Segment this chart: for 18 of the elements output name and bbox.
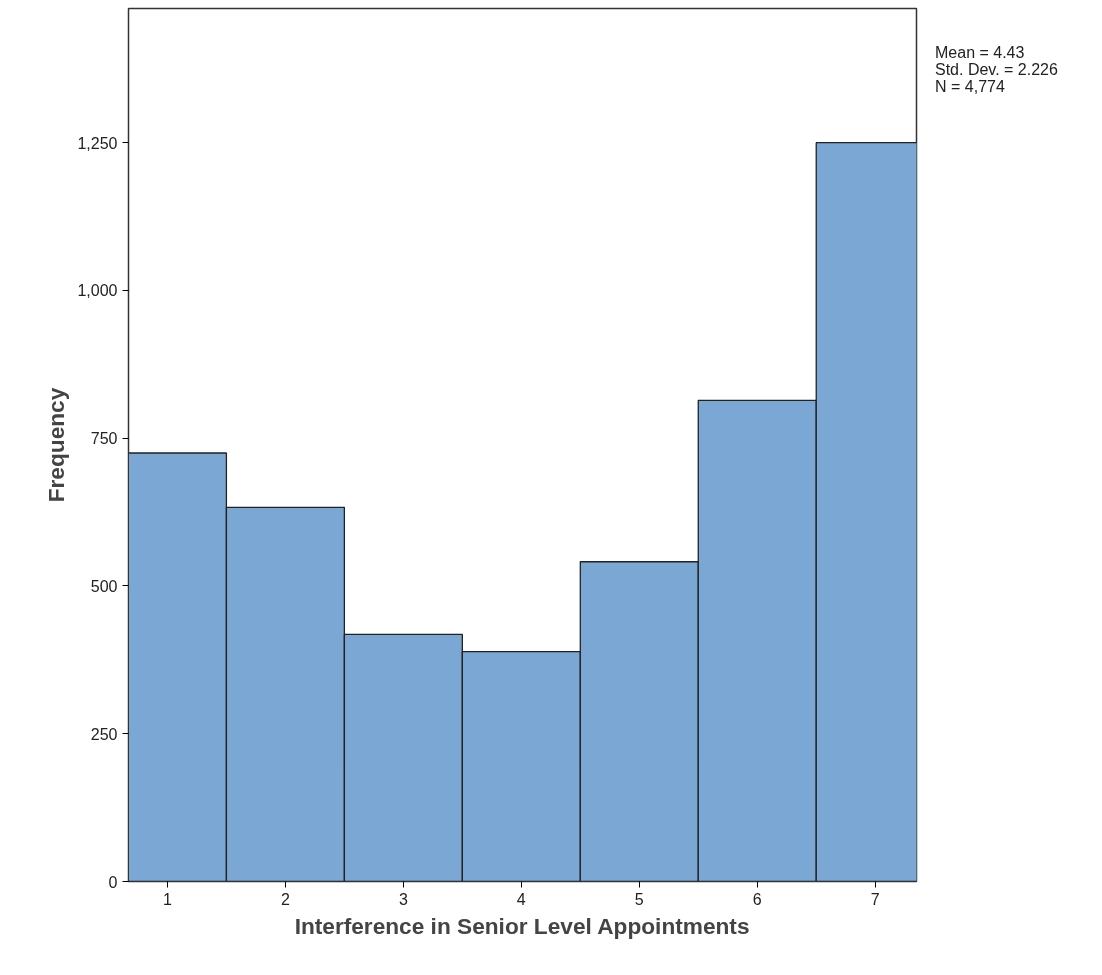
text: Mean = 4.43 bbox=[935, 44, 1026, 61]
x-tick-label: 4 bbox=[516, 890, 526, 908]
x-tick-label: 3 bbox=[398, 890, 408, 908]
x-tick-label: 1 bbox=[162, 890, 172, 908]
x-tick-label: 5 bbox=[634, 890, 644, 908]
y-tick-label: 0 bbox=[108, 873, 118, 891]
y-tick-label: 250 bbox=[90, 725, 118, 743]
x-axis-title: Interference in Senior Level Appointments bbox=[294, 912, 750, 939]
text: Std. Dev. = 2.226 bbox=[935, 61, 1058, 78]
y-tick-label: 500 bbox=[90, 577, 118, 595]
y-tick-label: 750 bbox=[90, 430, 118, 448]
text: N = 4,774 bbox=[935, 78, 1006, 95]
y-tick-label: 1,000 bbox=[77, 282, 118, 300]
x-tick-label: 6 bbox=[752, 890, 762, 908]
x-tick-label: 7 bbox=[870, 890, 880, 908]
x-tick-label: 2 bbox=[280, 890, 290, 908]
y-tick-label: 1,250 bbox=[77, 134, 118, 152]
y-axis-title: Frequency bbox=[43, 387, 70, 503]
